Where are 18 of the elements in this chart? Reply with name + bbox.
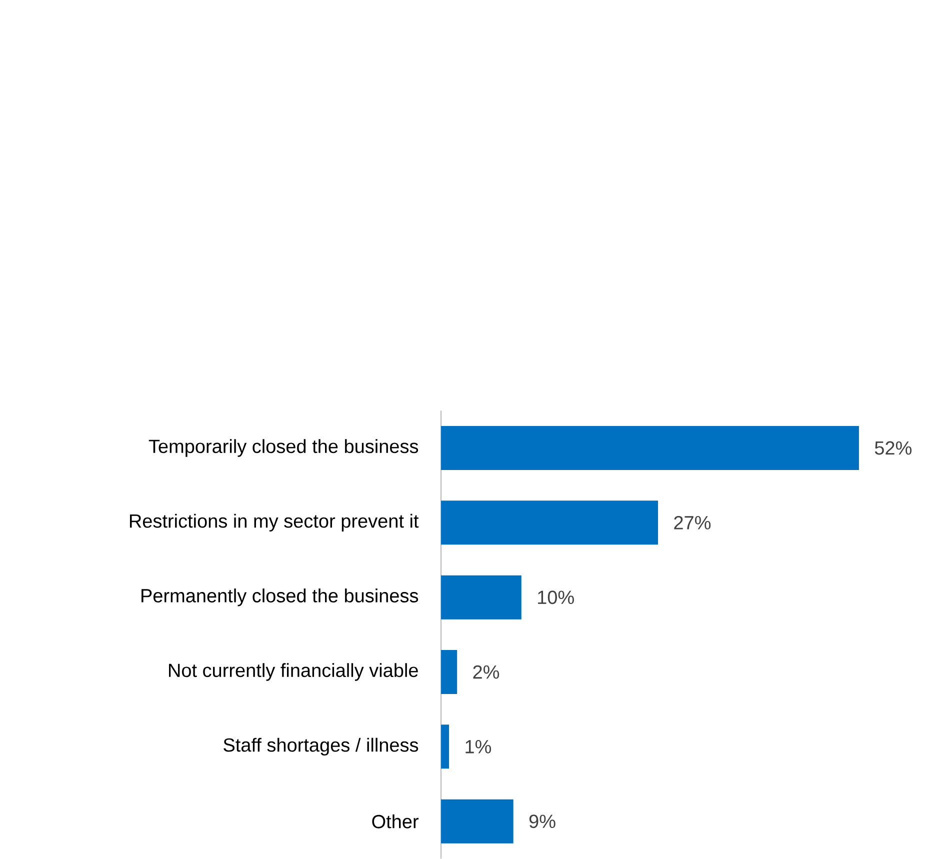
data-label: 9% (529, 814, 556, 828)
y-tick-label: Other (372, 814, 418, 828)
y-tick-label: Permanently closed the business (142, 588, 418, 606)
data-label: 10% (538, 590, 574, 604)
y-tick-label: Restrictions in my sector prevent it (130, 514, 419, 532)
bar (441, 500, 658, 545)
bar (441, 724, 450, 769)
bar (441, 799, 514, 844)
y-tick-label: Staff shortages / illness (224, 738, 418, 756)
data-label: 27% (674, 516, 711, 530)
bar (441, 426, 859, 470)
data-label: 52% (874, 441, 912, 455)
data-label: 2% (473, 665, 500, 679)
bar (441, 650, 458, 694)
y-tick-label: Not currently financially viable (169, 663, 418, 681)
data-label: 1% (466, 740, 492, 754)
y-tick-label: Temporarily closed the business (148, 439, 418, 457)
bar (441, 575, 522, 620)
